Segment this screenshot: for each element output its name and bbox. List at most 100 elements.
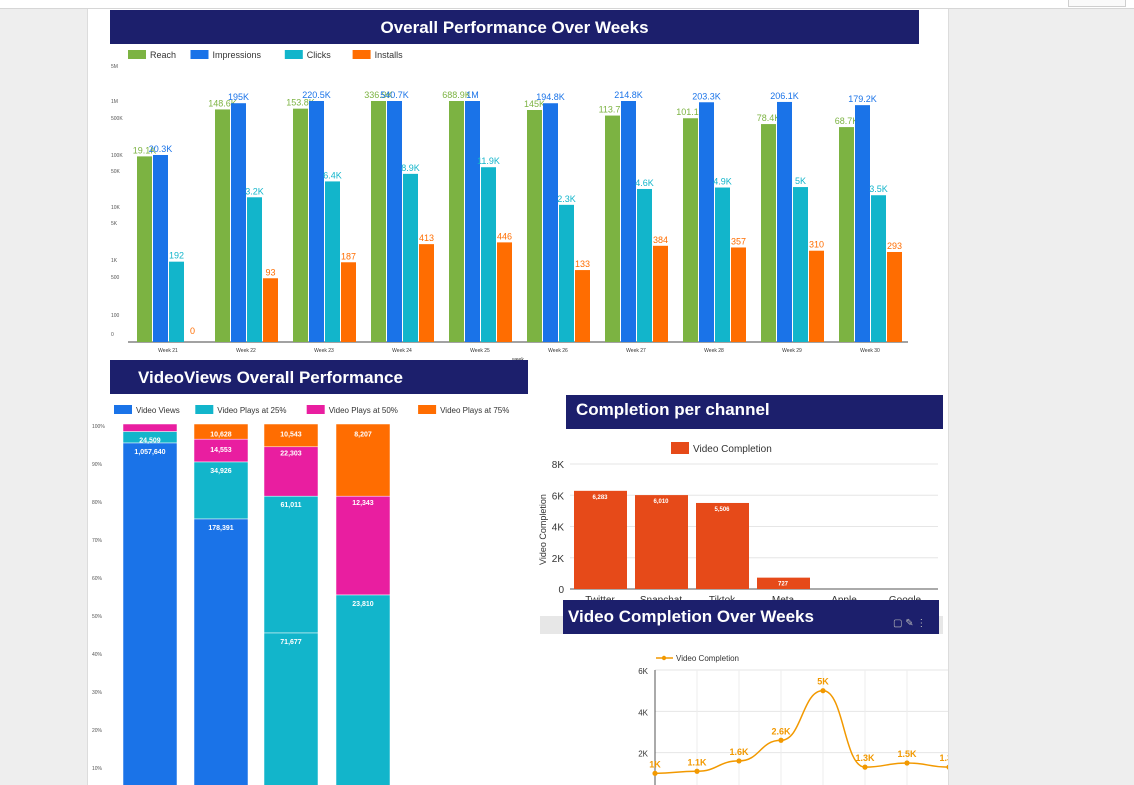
bar-reach: [761, 124, 776, 342]
x-tick-label: Week 26: [548, 348, 568, 354]
segment-label: 10,628: [210, 432, 232, 439]
bar-clicks: [247, 197, 262, 342]
data-label: 78.4K: [757, 113, 781, 123]
data-label: 68.7K: [835, 116, 859, 126]
data-label: 6.4K: [323, 170, 342, 180]
y-tick-label: 100K: [111, 153, 123, 159]
data-label: 194.8K: [536, 92, 565, 102]
legend-swatch: [306, 405, 325, 414]
data-label: 0: [190, 326, 195, 336]
bar-clicks: [715, 187, 730, 342]
data-label: 113.7K: [599, 105, 627, 115]
legend-swatch: [352, 50, 371, 59]
y-tick-label: 100%: [92, 424, 105, 430]
x-tick-label: Week 24: [392, 348, 412, 354]
bar-impressions: [387, 101, 402, 342]
data-label: 688.9K: [442, 90, 471, 100]
performance-chart-title: Overall Performance Over Weeks: [380, 18, 649, 37]
x-tick-label: Twitter: [585, 595, 615, 603]
data-label: 293: [887, 241, 902, 251]
data-label: 384: [653, 235, 668, 245]
x-tick-label: Week 25: [470, 348, 490, 354]
bar-installs: [575, 270, 590, 342]
data-label: 413: [419, 233, 434, 243]
point-label: 2.6K: [771, 726, 791, 736]
bar-installs: [263, 278, 278, 342]
data-label: 101.1K: [676, 107, 705, 117]
data-label: 336.9K: [364, 90, 393, 100]
channel-bar: [635, 495, 688, 589]
y-tick-label: 2K: [638, 750, 648, 759]
y-tick-label: 50%: [92, 614, 103, 620]
y-tick-label: 60%: [92, 576, 103, 582]
legend-swatch: [114, 405, 132, 414]
segment-label: 34,926: [210, 468, 232, 475]
y-tick-label: 20%: [92, 728, 103, 734]
line-point: [694, 768, 700, 774]
performance-chart: Reach Impressions Clicks Installs 5M 1M 500K 10…: [111, 50, 908, 363]
data-label: 4.6K: [635, 178, 654, 188]
y-tick-label: 5K: [111, 221, 118, 227]
stacked-segment: [193, 518, 249, 785]
data-label: 3.2K: [245, 186, 264, 196]
bar-installs: [497, 242, 512, 342]
data-label: 153.8K: [286, 98, 315, 108]
data-label: 4.9K: [713, 177, 732, 187]
bar-installs: [809, 250, 824, 342]
segment-label: 24,509: [139, 437, 161, 444]
bar-clicks: [559, 204, 574, 342]
line-chart: Video Completion6K4K2K01K1.1K1.6K2.6K5K1…: [638, 654, 948, 785]
y-tick-label: 4K: [638, 708, 648, 717]
y-tick-label: 10K: [111, 205, 121, 211]
line-chart-controls[interactable]: ▢ ✎ ⋮: [893, 618, 927, 629]
data-label: 357: [731, 236, 746, 246]
data-label: 2.3K: [557, 194, 576, 204]
stacked-segment: [263, 632, 319, 785]
y-tick-label: 90%: [92, 462, 103, 468]
y-tick-label: 6K: [552, 491, 565, 502]
point-label: 1.5K: [897, 749, 917, 759]
bar-installs: [731, 247, 746, 342]
data-label: 20.3K: [149, 144, 173, 154]
x-tick-label: Week 21: [158, 348, 178, 354]
channel-bar: [757, 577, 810, 589]
stacked-segment: [122, 423, 178, 432]
y-tick-label: 1K: [111, 258, 118, 264]
line-point: [652, 770, 658, 776]
legend-swatch: [671, 442, 689, 454]
bar-impressions: [855, 105, 870, 343]
data-label: 179.2K: [848, 94, 877, 104]
legend-label: Video Completion: [676, 654, 739, 663]
x-tick-label: Week 23: [314, 348, 334, 354]
bar-label: 6,010: [653, 499, 669, 505]
point-label: 1K: [649, 759, 661, 769]
line-point: [946, 764, 948, 770]
segment-label: 14,553: [210, 447, 232, 454]
segment-label: 178,391: [208, 525, 233, 532]
bar-label: 5,506: [714, 507, 730, 513]
data-label: 310: [809, 240, 824, 250]
segment-label: 12,343: [352, 500, 374, 507]
y-tick-label: 30%: [92, 690, 103, 696]
legend-label: Clicks: [307, 50, 331, 60]
legend-label: Video Plays at 25%: [217, 406, 286, 415]
videoviews-chart: Video Views Video Plays at 25% Video Plays…: [92, 405, 509, 785]
bar-installs: [419, 244, 434, 342]
stacked-segment: [335, 594, 391, 785]
y-tick-label: 6K: [638, 667, 648, 676]
line-point: [862, 764, 868, 770]
bar-label: 727: [778, 582, 789, 588]
segment-label: 23,810: [352, 601, 374, 608]
legend-swatch: [190, 50, 209, 59]
y-tick-label: 500: [111, 275, 120, 281]
report-page: Overall Performance Over Weeks Reach Impr…: [87, 9, 949, 785]
y-tick-label: 40%: [92, 652, 103, 658]
toolbar-button[interactable]: [1068, 0, 1126, 7]
y-tick-label: 100: [111, 313, 120, 319]
data-label: 145K: [524, 99, 545, 109]
bar-reach: [449, 101, 464, 342]
x-tick-label: Apple: [831, 595, 857, 603]
legend-label: Video Plays at 75%: [440, 406, 509, 415]
bar-label: 6,283: [592, 495, 608, 501]
data-label: 206.1K: [770, 91, 799, 101]
